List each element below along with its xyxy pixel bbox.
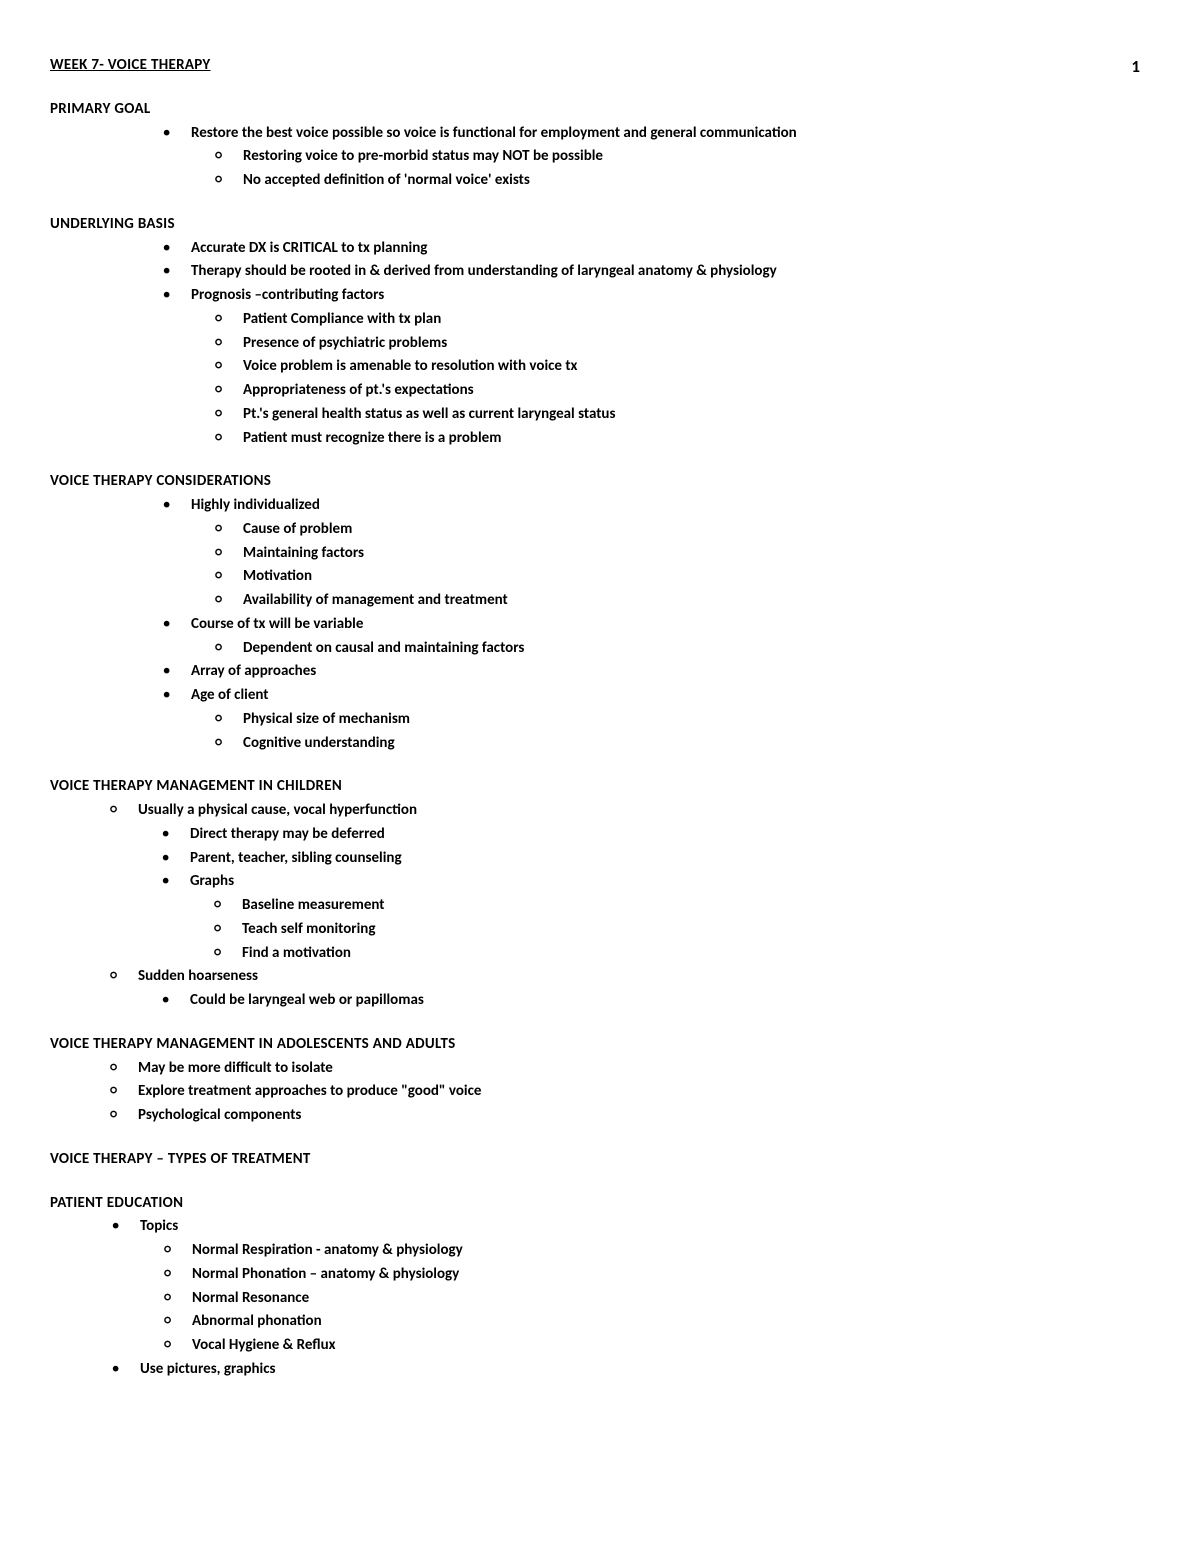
list-item: May be more difficult to isolate [110,1058,1150,1080]
list-item: Direct therapy may be deferred [162,824,1150,846]
section-header-underlying-basis: UNDERLYING BASIS [50,214,1150,236]
list-item: Accurate DX is CRITICAL to tx planning [163,238,1150,260]
section-header-adolescents: VOICE THERAPY MANAGEMENT IN ADOLESCENTS … [50,1034,1150,1056]
list-text: Availability of management and treatment [243,591,508,609]
list-item: Vocal Hygiene & Reflux [164,1335,1150,1357]
list-item: Therapy should be rooted in & derived fr… [163,261,1150,283]
document-title: WEEK 7- VOICE THERAPY [50,55,1150,77]
list-text: May be more difficult to isolate [138,1059,333,1077]
list-item: Prognosis –contributing factors Patient … [163,285,1150,449]
list-item: Explore treatment approaches to produce … [110,1081,1150,1103]
list-text: Patient must recognize there is a proble… [243,429,501,447]
list-text: Accurate DX is CRITICAL to tx planning [191,239,427,257]
list-text: Usually a physical cause, vocal hyperfun… [138,801,417,819]
list-text: No accepted definition of 'normal voice'… [243,171,530,189]
list-item: Psychological components [110,1105,1150,1127]
list-item: Parent, teacher, sibling counseling [162,848,1150,870]
section-header-considerations: VOICE THERAPY CONSIDERATIONS [50,471,1150,493]
list-item: Use pictures, graphics [112,1359,1150,1381]
list-text: Dependent on causal and maintaining fact… [243,639,524,657]
list-text: Find a motivation [242,944,351,962]
list-item: Usually a physical cause, vocal hyperfun… [110,800,1150,964]
list-text: Cognitive understanding [243,734,395,752]
list-text: Topics [140,1217,178,1235]
list-text: Highly individualized [191,496,320,514]
list-item: Presence of psychiatric problems [215,333,1150,355]
list-item: Baseline measurement [214,895,1150,917]
list-item: Topics Normal Respiration - anatomy & ph… [112,1216,1150,1357]
list-item: Patient Compliance with tx plan [215,309,1150,331]
list-text: Direct therapy may be deferred [190,825,385,843]
list-text: Use pictures, graphics [140,1360,276,1378]
list-item: Normal Resonance [164,1288,1150,1310]
list-item: Teach self monitoring [214,919,1150,941]
section-header-patient-ed: PATIENT EDUCATION [50,1193,1150,1215]
list-item: Cause of problem [215,519,1150,541]
list-item: Normal Phonation – anatomy & physiology [164,1264,1150,1286]
list-item: Age of client Physical size of mechanism… [163,685,1150,754]
list-item: Physical size of mechanism [215,709,1150,731]
list-text: Normal Respiration - anatomy & physiolog… [192,1241,463,1259]
section-header-children: VOICE THERAPY MANAGEMENT IN CHILDREN [50,776,1150,798]
list-item: Availability of management and treatment [215,590,1150,612]
list-text: Motivation [243,567,312,585]
list-item: Cognitive understanding [215,733,1150,755]
list-text: Voice problem is amenable to resolution … [243,357,577,375]
list-text: Course of tx will be variable [191,615,363,633]
list-item: Restoring voice to pre-morbid status may… [215,146,1150,168]
list-text: Therapy should be rooted in & derived fr… [191,262,777,280]
list-item: Course of tx will be variable Dependent … [163,614,1150,660]
list-text: Presence of psychiatric problems [243,334,447,352]
list-text: Sudden hoarseness [138,967,258,985]
list-text: Parent, teacher, sibling counseling [190,849,402,867]
list-text: Restoring voice to pre-morbid status may… [243,147,603,165]
list-text: Array of approaches [191,662,316,680]
list-item: Array of approaches [163,661,1150,683]
list-item: Normal Respiration - anatomy & physiolog… [164,1240,1150,1262]
list-text: Explore treatment approaches to produce … [138,1082,481,1100]
list-text: Normal Phonation – anatomy & physiology [192,1265,459,1283]
list-item: Voice problem is amenable to resolution … [215,356,1150,378]
list-text: Psychological components [138,1106,301,1124]
list-text: Cause of problem [243,520,352,538]
page-number: 1 [1131,55,1140,80]
list-item: Patient must recognize there is a proble… [215,428,1150,450]
list-item: No accepted definition of 'normal voice'… [215,170,1150,192]
list-text: Patient Compliance with tx plan [243,310,441,328]
list-text: Restore the best voice possible so voice… [191,124,797,142]
list-text: Could be laryngeal web or papillomas [190,991,424,1009]
list-text: Prognosis –contributing factors [191,286,384,304]
list-item: Dependent on causal and maintaining fact… [215,638,1150,660]
list-text: Teach self monitoring [242,920,375,938]
list-item: Motivation [215,566,1150,588]
list-text: Abnormal phonation [192,1312,322,1330]
list-item: Find a motivation [214,943,1150,965]
list-item: Pt.'s general health status as well as c… [215,404,1150,426]
list-item: Graphs Baseline measurement Teach self m… [162,871,1150,964]
list-item: Highly individualized Cause of problem M… [163,495,1150,612]
section-header-types: VOICE THERAPY – TYPES OF TREATMENT [50,1149,1150,1171]
list-item: Sudden hoarseness Could be laryngeal web… [110,966,1150,1012]
list-item: Abnormal phonation [164,1311,1150,1333]
list-text: Physical size of mechanism [243,710,410,728]
section-header-primary-goal: PRIMARY GOAL [50,99,1150,121]
list-text: Vocal Hygiene & Reflux [192,1336,336,1354]
list-text: Normal Resonance [192,1289,309,1307]
list-item: Appropriateness of pt.'s expectations [215,380,1150,402]
list-item: Maintaining factors [215,543,1150,565]
list-text: Appropriateness of pt.'s expectations [243,381,474,399]
list-text: Baseline measurement [242,896,384,914]
list-item: Restore the best voice possible so voice… [163,123,1150,192]
list-item: Could be laryngeal web or papillomas [162,990,1150,1012]
list-text: Maintaining factors [243,544,364,562]
list-text: Pt.'s general health status as well as c… [243,405,615,423]
list-text: Graphs [190,872,234,890]
list-text: Age of client [191,686,269,704]
